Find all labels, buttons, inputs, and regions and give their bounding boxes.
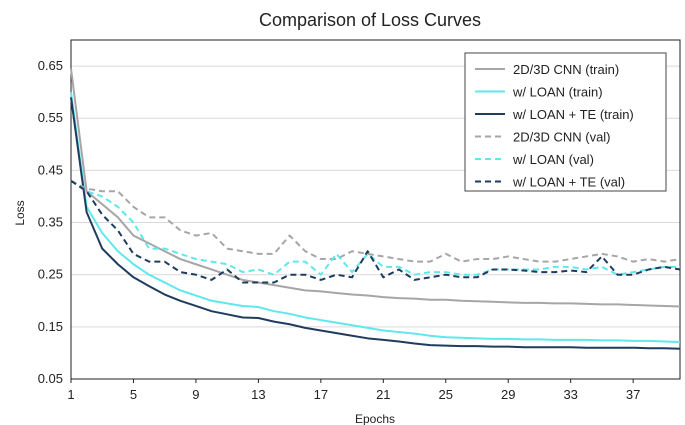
x-tick-label: 33: [563, 387, 577, 402]
y-tick-label: 0.05: [38, 371, 63, 386]
y-tick-label: 0.25: [38, 267, 63, 282]
x-tick-label: 13: [251, 387, 265, 402]
legend-label: w/ LOAN (train): [512, 85, 603, 100]
series-line-1: [70, 68, 681, 308]
series-line-6: [70, 179, 681, 284]
series-line-4: [70, 179, 681, 263]
plot-area-frame: [70, 39, 681, 380]
series-line-2: [70, 92, 681, 343]
legend-box: [464, 52, 667, 192]
y-tick-label: 0.45: [38, 162, 63, 177]
x-tick-label: 29: [501, 387, 515, 402]
x-tick-label: 37: [626, 387, 640, 402]
series-line-3: [70, 97, 681, 350]
x-tick-label: 1: [67, 387, 74, 402]
y-tick-label: 0.65: [38, 58, 63, 73]
x-tick-label: 25: [439, 387, 453, 402]
legend-label: w/ LOAN (val): [512, 152, 594, 167]
series-line-5: [70, 179, 680, 276]
x-tick-label: 21: [376, 387, 390, 402]
y-axis: 0.05 0.15 0.25 0.35 0.45 0.55 0.65: [38, 58, 63, 386]
y-tick-label: 0.15: [38, 319, 63, 334]
y-tick-label: 0.55: [38, 110, 63, 125]
legend-label: 2D/3D CNN (val): [513, 130, 611, 145]
x-tick-label: 17: [314, 387, 328, 402]
x-axis-label: Epochs: [355, 412, 395, 425]
legend: 2D/3D CNN (train) w/ LOAN (train) w/ LOAN …: [464, 52, 667, 192]
x-tick-label: 5: [130, 387, 137, 402]
x-tick-label: 9: [192, 387, 199, 402]
legend-label: w/ LOAN + TE (val): [512, 175, 625, 190]
y-tick-label: 0.35: [38, 215, 63, 230]
x-axis: 1 5 9 13 17 21 25 29 33 37: [67, 379, 640, 402]
legend-label: 2D/3D CNN (train): [513, 62, 619, 77]
series-lines: [70, 68, 681, 350]
y-axis-label: Loss: [13, 200, 27, 225]
legend-label: w/ LOAN + TE (train): [512, 107, 634, 122]
chart-title: Comparison of Loss Curves: [259, 10, 481, 30]
